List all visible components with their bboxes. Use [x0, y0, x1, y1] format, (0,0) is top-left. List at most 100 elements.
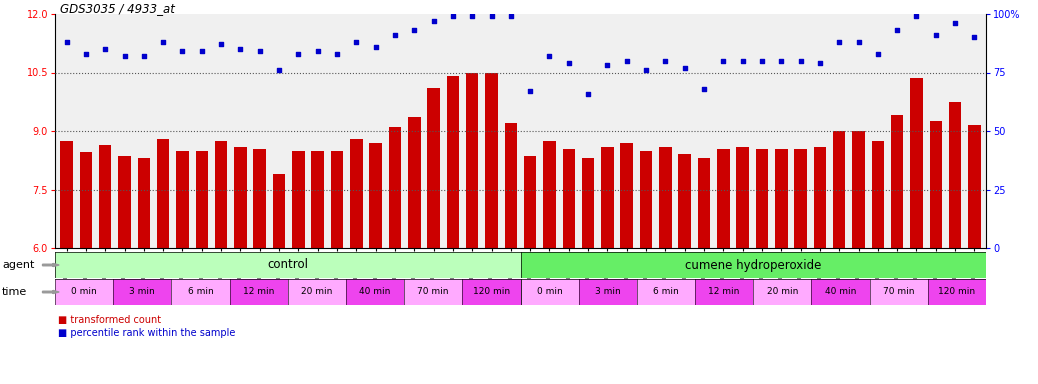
Bar [621, 143, 633, 248]
Point [97, 46, 113, 52]
Bar [60, 141, 73, 248]
Bar [388, 127, 402, 248]
Point [484, 13, 500, 20]
Bar [99, 145, 111, 248]
Bar [968, 125, 981, 248]
Point [290, 51, 306, 57]
Text: 20 min: 20 min [767, 288, 798, 296]
Bar [794, 149, 807, 248]
Point [928, 32, 945, 38]
Text: 0 min: 0 min [537, 288, 563, 296]
Bar [870, 279, 928, 305]
Bar [601, 147, 613, 248]
Bar [929, 121, 943, 248]
Bar [350, 139, 362, 248]
Point [599, 63, 616, 69]
Bar [520, 279, 579, 305]
Text: control: control [267, 258, 308, 271]
Point [830, 39, 847, 45]
Bar [113, 279, 171, 305]
Bar [311, 151, 324, 248]
Bar [466, 73, 479, 248]
Point [348, 39, 364, 45]
Point [406, 27, 422, 33]
Point [715, 58, 732, 64]
Bar [446, 76, 459, 248]
Bar [273, 174, 285, 248]
Point [812, 60, 828, 66]
Text: 6 min: 6 min [653, 288, 679, 296]
Point [174, 48, 191, 55]
Point [116, 53, 133, 59]
Bar [679, 154, 691, 248]
Point [541, 53, 557, 59]
Point [233, 46, 249, 52]
Point [213, 41, 229, 48]
Bar [235, 147, 247, 248]
Text: ■ percentile rank within the sample: ■ percentile rank within the sample [58, 328, 236, 338]
Bar [814, 147, 826, 248]
Point [426, 18, 442, 24]
Point [908, 13, 925, 20]
Point [58, 39, 75, 45]
Bar [852, 131, 865, 248]
Bar [736, 147, 748, 248]
Bar [832, 131, 846, 248]
Point [870, 51, 886, 57]
Bar [695, 279, 754, 305]
Text: 0 min: 0 min [72, 288, 97, 296]
Bar [55, 252, 520, 278]
Bar [754, 279, 812, 305]
Point [734, 58, 750, 64]
Bar [928, 279, 986, 305]
Bar [195, 151, 208, 248]
Bar [891, 116, 903, 248]
Bar [543, 141, 555, 248]
Point [889, 27, 905, 33]
Bar [579, 279, 637, 305]
Point [444, 13, 461, 20]
Bar [775, 149, 788, 248]
Point [561, 60, 577, 66]
Point [502, 13, 519, 20]
Text: 3 min: 3 min [130, 288, 155, 296]
Bar [462, 279, 520, 305]
Text: 70 min: 70 min [883, 288, 914, 296]
Text: 3 min: 3 min [595, 288, 621, 296]
Point [329, 51, 346, 57]
Text: 40 min: 40 min [825, 288, 856, 296]
Point [657, 58, 674, 64]
Bar [288, 279, 346, 305]
Bar [292, 151, 304, 248]
Point [966, 34, 983, 40]
Bar [408, 118, 420, 248]
Bar [428, 88, 440, 248]
Point [792, 58, 809, 64]
Text: 40 min: 40 min [359, 288, 390, 296]
Text: 120 min: 120 min [473, 288, 510, 296]
Text: GDS3035 / 4933_at: GDS3035 / 4933_at [60, 2, 175, 15]
Bar [346, 279, 404, 305]
Bar [756, 149, 768, 248]
Bar [253, 149, 266, 248]
Bar [872, 141, 884, 248]
Bar [138, 158, 151, 248]
Point [386, 32, 403, 38]
Text: cumene hydroperoxide: cumene hydroperoxide [685, 258, 821, 271]
Bar [659, 147, 672, 248]
Bar [949, 102, 961, 248]
Point [695, 86, 712, 92]
Point [136, 53, 153, 59]
Point [367, 44, 384, 50]
Bar [582, 158, 595, 248]
Point [773, 58, 790, 64]
Bar [639, 151, 652, 248]
Bar [404, 279, 462, 305]
Bar [524, 156, 537, 248]
Bar [118, 156, 131, 248]
Point [522, 88, 539, 94]
Bar [229, 279, 288, 305]
Bar [698, 158, 710, 248]
Bar [331, 151, 344, 248]
Point [947, 20, 963, 26]
